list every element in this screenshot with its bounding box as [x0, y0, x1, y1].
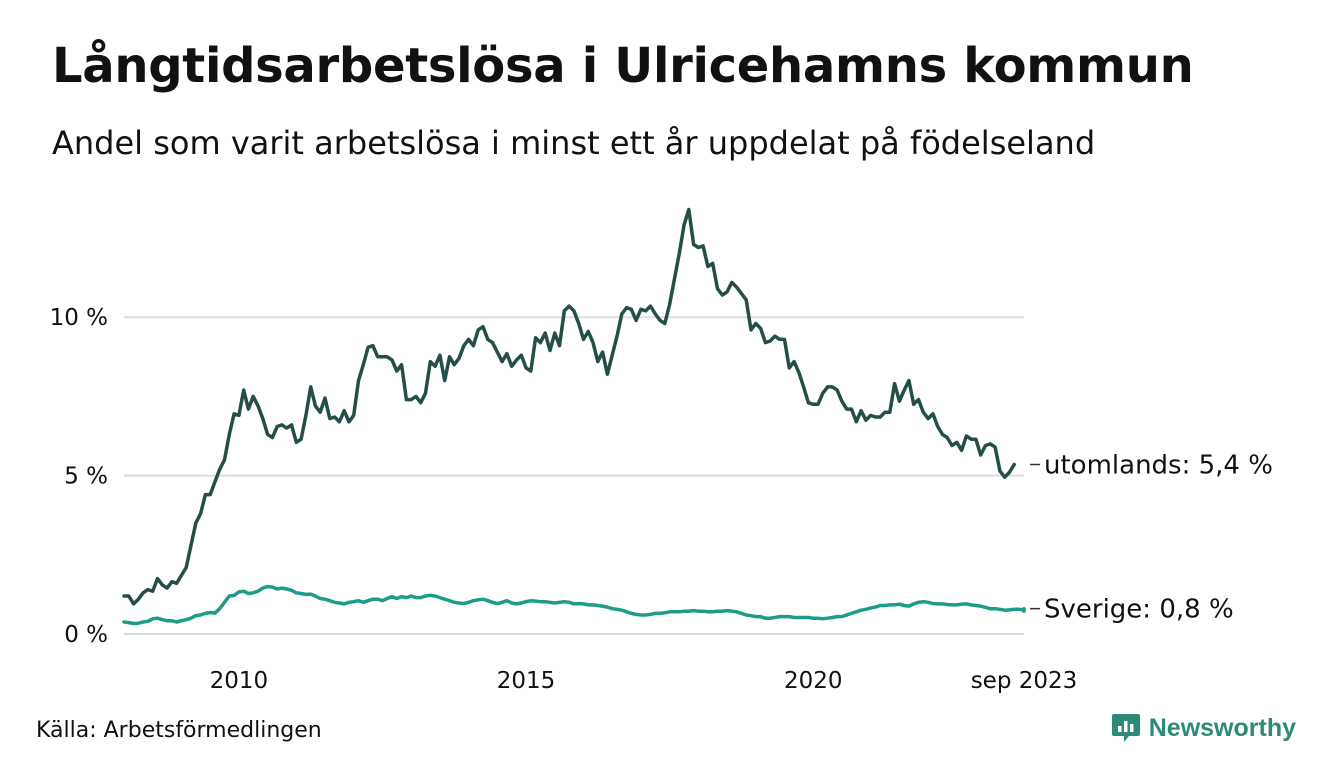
series-line-utomlands[interactable] — [122, 207, 1016, 606]
newsworthy-logo-icon — [1111, 714, 1140, 742]
x-tick-label-1: 2015 — [497, 668, 556, 694]
source-note: Källa: Arbetsförmedlingen — [36, 718, 322, 743]
x-tick-label-2: 2020 — [784, 668, 843, 694]
chart-title: Långtidsarbetslösa i Ulricehamns kommun — [52, 38, 1194, 94]
y-tick-label-2: 10 % — [50, 305, 108, 331]
chart-subtitle: Andel som varit arbetslösa i minst ett å… — [52, 124, 1096, 162]
end-label-utomlands: utomlands: 5,4 % — [1044, 451, 1273, 481]
series-line-sverige[interactable] — [122, 584, 1026, 626]
y-tick-label-0: 0 % — [64, 622, 108, 648]
newsworthy-logo[interactable]: Newsworthy — [1111, 712, 1296, 744]
x-tick-label-0: 2010 — [210, 668, 269, 694]
y-tick-label-1: 5 % — [64, 464, 108, 490]
newsworthy-logo-text: Newsworthy — [1148, 713, 1296, 742]
end-label-sverige: Sverige: 0,8 % — [1044, 595, 1234, 625]
x-tick-label-3: sep 2023 — [971, 668, 1078, 694]
